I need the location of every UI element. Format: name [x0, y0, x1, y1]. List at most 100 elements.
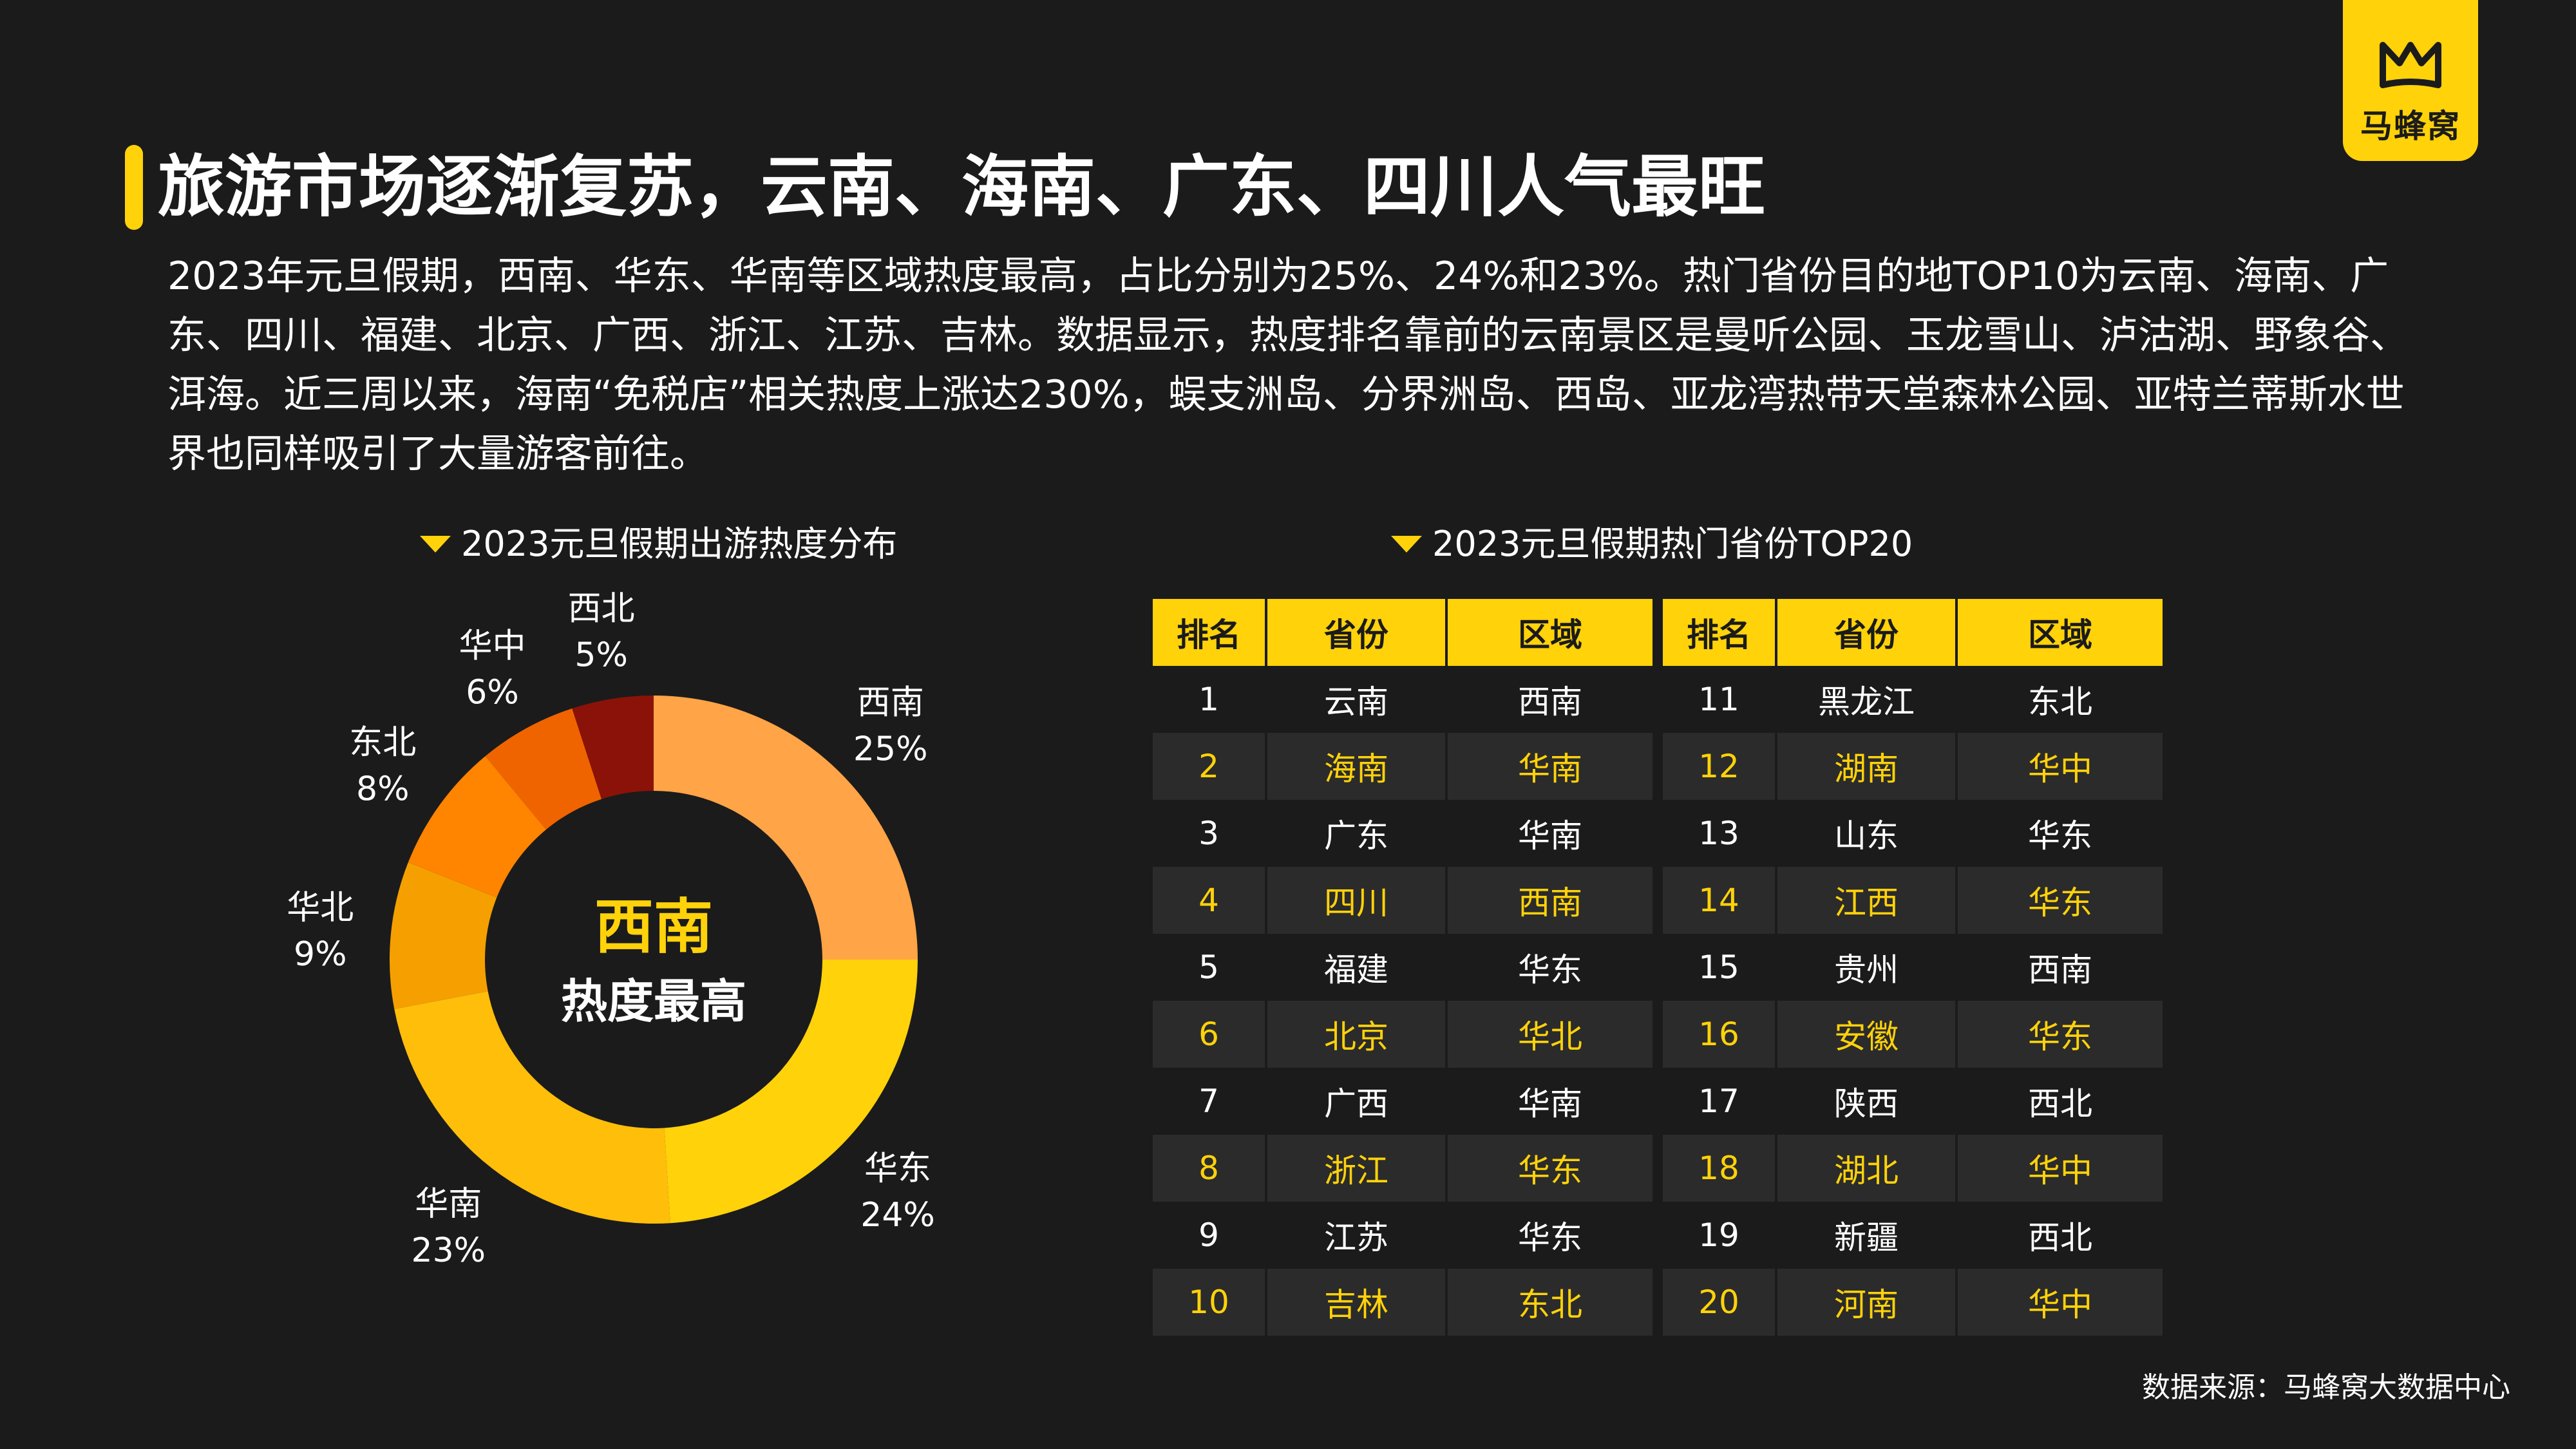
region-cell: 东北	[1955, 666, 2163, 733]
province-cell: 贵州	[1775, 934, 1956, 1001]
region-cell: 华东	[1445, 1135, 1653, 1202]
province-cell: 安徽	[1775, 1001, 1956, 1068]
rank-cell: 14	[1663, 867, 1776, 934]
province-cell: 四川	[1265, 867, 1446, 934]
table-row: 16 安徽 华东	[1663, 1001, 2163, 1068]
rank-cell: 6	[1153, 1001, 1266, 1068]
region-cell: 华南	[1445, 733, 1653, 800]
region-cell: 西北	[1955, 1068, 2163, 1135]
table-row: 15 贵州 西南	[1663, 934, 2163, 1001]
table-row: 10 吉林 东北	[1153, 1269, 1653, 1336]
rank-cell: 19	[1698, 1217, 1739, 1254]
table-row: 9 江苏 华东	[1153, 1202, 1653, 1269]
region-cell: 西南	[1445, 867, 1653, 934]
province-cell: 湖南	[1775, 733, 1956, 800]
province-cell: 广西	[1265, 1068, 1446, 1135]
donut-labels: 西南 25% 华东 24% 华南 23% 华北 9% 东北 8% 华中 6% 西北 5%	[287, 589, 935, 1269]
summary-paragraph: 2023年元旦假期，西南、华东、华南等区域热度最高，占比分别为25%、24%和2…	[167, 254, 2409, 477]
rank-cell: 15	[1698, 949, 1739, 986]
table-header-row: 排名 省份 区域	[1153, 599, 1653, 666]
table-row: 18 湖北 华中	[1663, 1135, 2163, 1202]
slice-label-name: 西北	[568, 589, 635, 628]
mafengwo-m-icon	[2380, 42, 2441, 88]
rank-cell: 8	[1153, 1135, 1266, 1202]
slice-label-value: 9%	[294, 935, 347, 974]
province-cell: 湖北	[1775, 1135, 1956, 1202]
slice-label-name: 华南	[415, 1185, 482, 1224]
rank-cell: 20	[1663, 1269, 1776, 1336]
donut-chart: 西南 25% 华东 24% 华南 23% 华北 9% 东北 8% 华中 6% 西北 5%	[287, 589, 935, 1269]
ranking-table-left: 排名 省份 区域 1 云南 西南 2 海南 华南 3 广东 华南 4 四川 西南 5 福建 华东 6 北京 华北 7…	[1153, 599, 1653, 1336]
rank-cell: 3	[1198, 815, 1219, 852]
region-cell: 华东	[1955, 1001, 2163, 1068]
table-row: 8 浙江 华东	[1153, 1135, 1653, 1202]
province-cell: 河南	[1775, 1269, 1956, 1336]
rank-cell: 16	[1663, 1001, 1776, 1068]
rank-cell: 13	[1698, 815, 1739, 852]
column-header-region: 区域	[1955, 599, 2163, 666]
page-title: 旅游市场逐渐复苏，云南、海南、广东、四川人气最旺	[158, 147, 1766, 226]
column-header-province: 省份	[1775, 599, 1956, 666]
region-cell: 华南	[1445, 800, 1653, 867]
donut-slice-2	[394, 991, 670, 1224]
table-row: 6 北京 华北	[1153, 1001, 1653, 1068]
slice-label-value: 6%	[466, 673, 519, 712]
triangle-down-icon	[1391, 536, 1422, 553]
region-cell: 华中	[1955, 733, 2163, 800]
table-row: 20 河南 华中	[1663, 1269, 2163, 1336]
column-header-rank: 排名	[1663, 599, 1776, 666]
region-cell: 东北	[1445, 1269, 1653, 1336]
province-cell: 吉林	[1265, 1269, 1446, 1336]
slice-label-value: 5%	[574, 636, 628, 674]
slice-label-value: 24%	[860, 1196, 935, 1235]
donut-slice-0	[654, 696, 918, 960]
table-row: 3 广东 华南	[1153, 800, 1653, 867]
table-row: 14 江西 华东	[1663, 867, 2163, 934]
donut-center-caption: 热度最高	[560, 974, 746, 1028]
data-source-note: 数据来源：马蜂窝大数据中心	[2142, 1371, 2510, 1404]
region-cell: 华东	[1445, 934, 1653, 1001]
region-cell: 西北	[1955, 1202, 2163, 1269]
slice-label-name: 西南	[857, 683, 924, 722]
brand-logo: 马蜂窝	[2343, 0, 2478, 161]
column-header-region: 区域	[1445, 599, 1653, 666]
rank-cell: 10	[1153, 1269, 1266, 1336]
title-accent-bar	[125, 145, 143, 230]
table-header-row: 排名 省份 区域	[1663, 599, 2163, 666]
region-cell: 西南	[1955, 934, 2163, 1001]
donut-slice-6	[572, 696, 654, 799]
province-cell: 江苏	[1265, 1202, 1446, 1269]
province-cell: 浙江	[1265, 1135, 1446, 1202]
table-row: 13 山东 华东	[1663, 800, 2163, 867]
table-row: 4 四川 西南	[1153, 867, 1653, 934]
province-cell: 北京	[1265, 1001, 1446, 1068]
triangle-down-icon	[420, 536, 451, 553]
table-title-text: 2023元旦假期热门省份TOP20	[1432, 524, 1913, 564]
rank-cell: 1	[1198, 681, 1219, 718]
slice-label-value: 8%	[356, 770, 410, 808]
slice-label-value: 23%	[411, 1231, 486, 1270]
rank-cell: 2	[1153, 733, 1266, 800]
region-cell: 华东	[1955, 800, 2163, 867]
region-cell: 西南	[1445, 666, 1653, 733]
column-header-province: 省份	[1265, 599, 1446, 666]
table-section-title: 2023元旦假期热门省份TOP20	[1391, 522, 1913, 567]
donut-slice-4	[408, 756, 546, 898]
province-cell: 山东	[1775, 800, 1956, 867]
province-cell: 福建	[1265, 934, 1446, 1001]
table-row: 5 福建 华东	[1153, 934, 1653, 1001]
region-cell: 华中	[1955, 1135, 2163, 1202]
slice-label-name: 华北	[287, 889, 354, 927]
donut-slice-5	[485, 708, 602, 830]
province-cell: 江西	[1775, 867, 1956, 934]
table-row: 12 湖南 华中	[1663, 733, 2163, 800]
ranking-table-right: 排名 省份 区域 11 黑龙江 东北 12 湖南 华中 13 山东 华东 14 江西 华东 15 贵州 西南…	[1663, 599, 2163, 1336]
slice-label-name: 华东	[864, 1150, 931, 1188]
province-cell: 云南	[1265, 666, 1446, 733]
rank-cell: 12	[1663, 733, 1776, 800]
province-cell: 广东	[1265, 800, 1446, 867]
slice-label-value: 25%	[853, 730, 928, 768]
slice-label-name: 东北	[349, 723, 416, 762]
province-cell: 海南	[1265, 733, 1446, 800]
table-row: 7 广西 华南	[1153, 1068, 1653, 1135]
